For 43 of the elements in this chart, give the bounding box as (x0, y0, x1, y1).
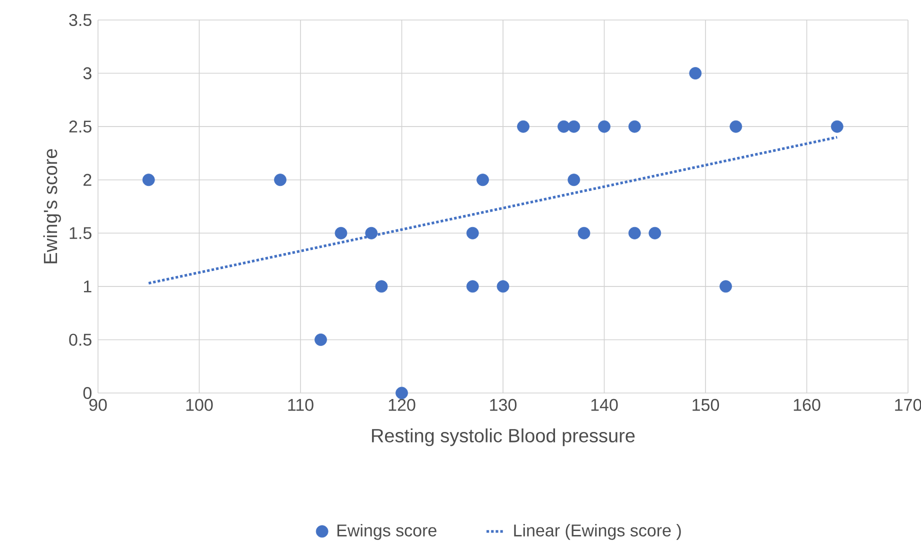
x-tick-label: 150 (692, 398, 720, 411)
point (466, 280, 479, 293)
point (365, 226, 378, 240)
x-tick-label: 90 (89, 398, 107, 411)
point (375, 280, 388, 293)
point (830, 120, 844, 133)
y-tick-label: 1.5 (70, 227, 92, 240)
y-tick-label: 3 (83, 67, 92, 80)
y-tick-label: 2 (84, 174, 92, 186)
y-tick-label: 2.5 (69, 120, 92, 133)
x-axis-title: Resting systolic Blood pressure (372, 428, 635, 446)
point (628, 120, 641, 133)
legend-label: Ewings score (337, 524, 436, 540)
point (648, 226, 662, 240)
point (578, 226, 590, 240)
point (274, 174, 286, 186)
point (142, 174, 155, 186)
x-tick-label: 110 (288, 398, 314, 411)
x-tick-label: 120 (388, 398, 416, 411)
y-tick-label: 0 (83, 386, 92, 400)
y-tick-label: 1 (84, 280, 92, 292)
point (689, 67, 702, 80)
y-tick-label: 0.5 (69, 334, 92, 346)
point (476, 174, 489, 186)
x-tick-label: 160 (794, 398, 820, 411)
point (720, 280, 732, 293)
x-tick-label: 140 (591, 398, 618, 411)
point (568, 120, 580, 133)
legend-label: Linear (Ewings score ) (514, 524, 681, 540)
point (628, 226, 641, 240)
point (466, 226, 479, 240)
point (730, 120, 742, 133)
y-tick-label: 3.5 (69, 14, 92, 26)
point (496, 280, 510, 293)
x-tick-label: 100 (186, 398, 213, 411)
point (517, 120, 530, 133)
x-tick-label: 130 (490, 398, 517, 411)
point (396, 386, 408, 400)
point (568, 174, 580, 186)
point (314, 334, 327, 346)
point (598, 120, 610, 133)
y-axis-title: Ewing's score (43, 149, 61, 264)
point (334, 226, 348, 240)
